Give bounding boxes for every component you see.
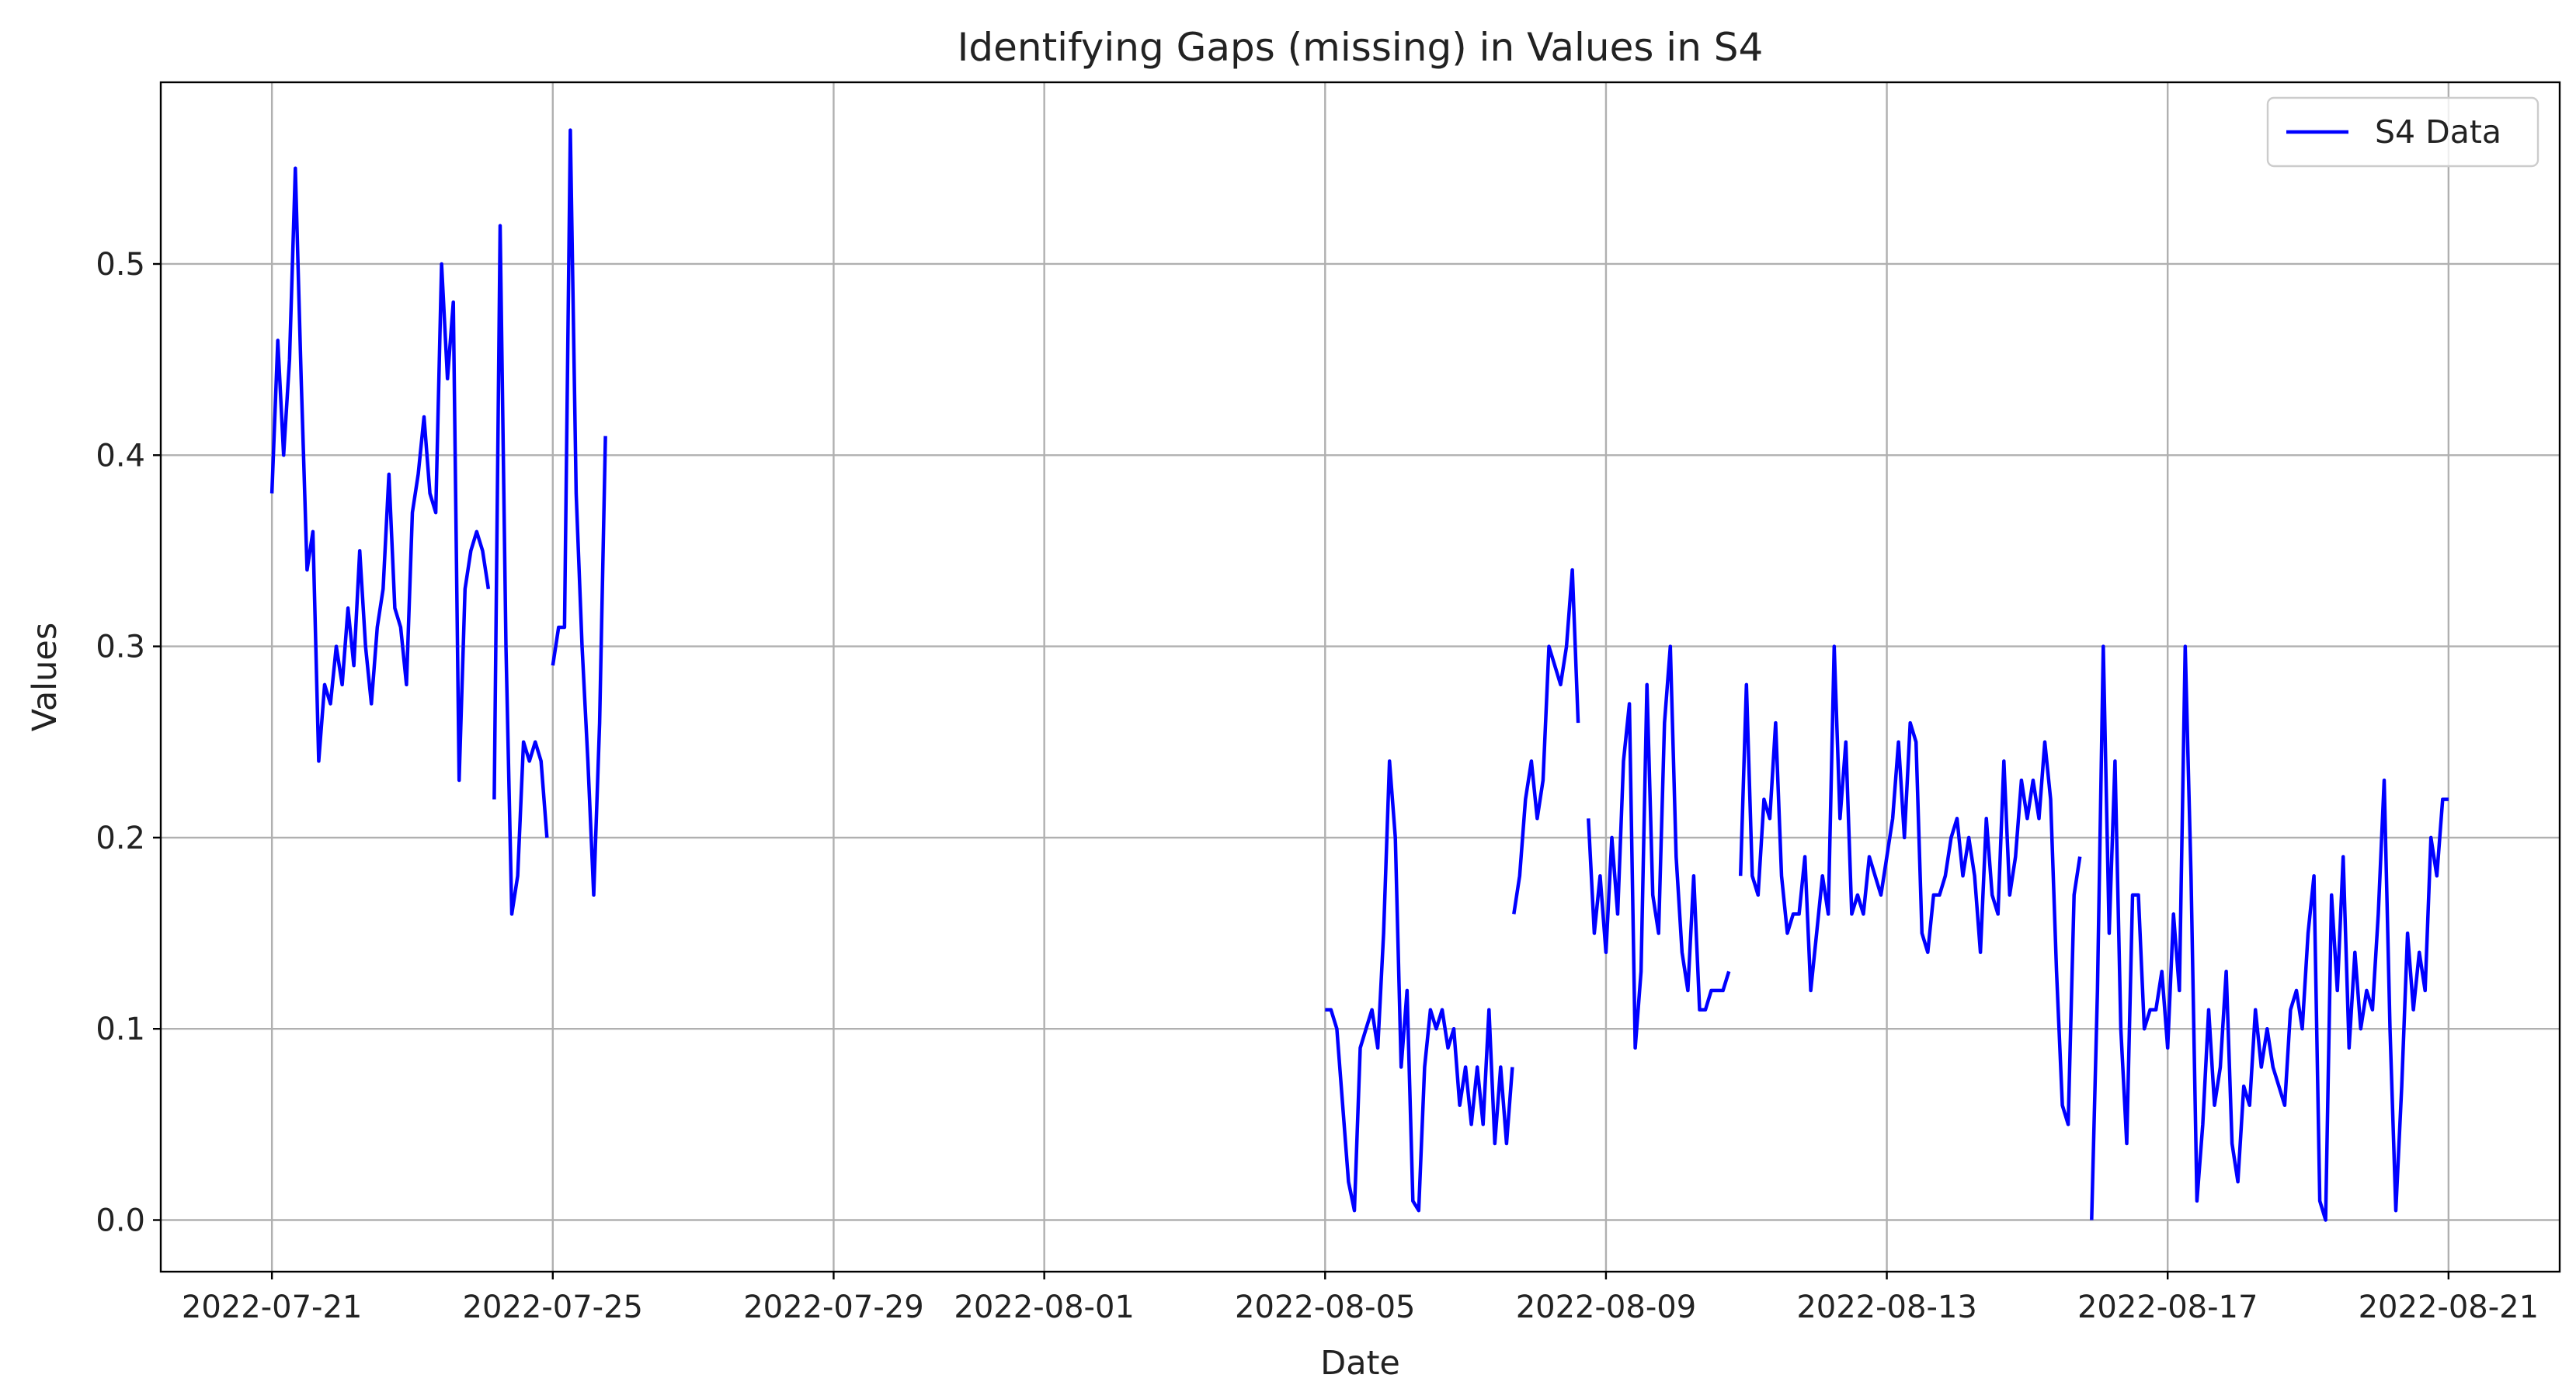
x-axis-label: Date xyxy=(1320,1344,1400,1383)
x-tick-label: 2022-07-25 xyxy=(463,1290,643,1325)
x-tick-label: 2022-07-29 xyxy=(743,1290,923,1325)
plot-frame xyxy=(159,81,2561,1273)
y-tick-label: 0.5 xyxy=(96,247,145,283)
legend: S4 Data xyxy=(2266,96,2539,168)
x-tick-label: 2022-08-21 xyxy=(2359,1290,2539,1325)
x-tick-label: 2022-08-05 xyxy=(1235,1290,1415,1325)
x-tick-label: 2022-08-09 xyxy=(1516,1290,1696,1325)
series-line-segment xyxy=(2090,644,2449,1222)
series-line-segment xyxy=(551,128,607,897)
legend-box xyxy=(2266,96,2539,168)
x-tick-label: 2022-08-13 xyxy=(1796,1290,1976,1325)
series-line-segment xyxy=(1587,644,1731,1050)
series-line-segment xyxy=(269,166,491,783)
series-lines xyxy=(269,128,2449,1222)
series-line-segment xyxy=(492,224,549,916)
chart-title: Identifying Gaps (missing) in Values in … xyxy=(958,25,1764,70)
y-tick-label: 0.0 xyxy=(96,1203,145,1238)
x-tick-label: 2022-07-21 xyxy=(182,1290,362,1325)
series-line-segment xyxy=(1512,568,1580,915)
y-tick-label: 0.1 xyxy=(96,1012,145,1047)
x-tick-label: 2022-08-01 xyxy=(954,1290,1134,1325)
y-axis-label: Values xyxy=(26,623,64,732)
axis-ticks: 2022-07-21 2022-07-25 2022-07-29 2022-08-01… xyxy=(96,247,2539,1325)
y-tick-label: 0.4 xyxy=(96,438,145,474)
series-line-segment xyxy=(1738,644,2082,1126)
grid-layer xyxy=(161,82,2560,1272)
y-tick-label: 0.2 xyxy=(96,821,145,856)
series-line-segment xyxy=(1325,759,1514,1213)
x-tick-label: 2022-08-17 xyxy=(2077,1290,2258,1325)
legend-label: S4 Data xyxy=(2375,113,2501,151)
y-tick-label: 0.3 xyxy=(96,630,145,665)
